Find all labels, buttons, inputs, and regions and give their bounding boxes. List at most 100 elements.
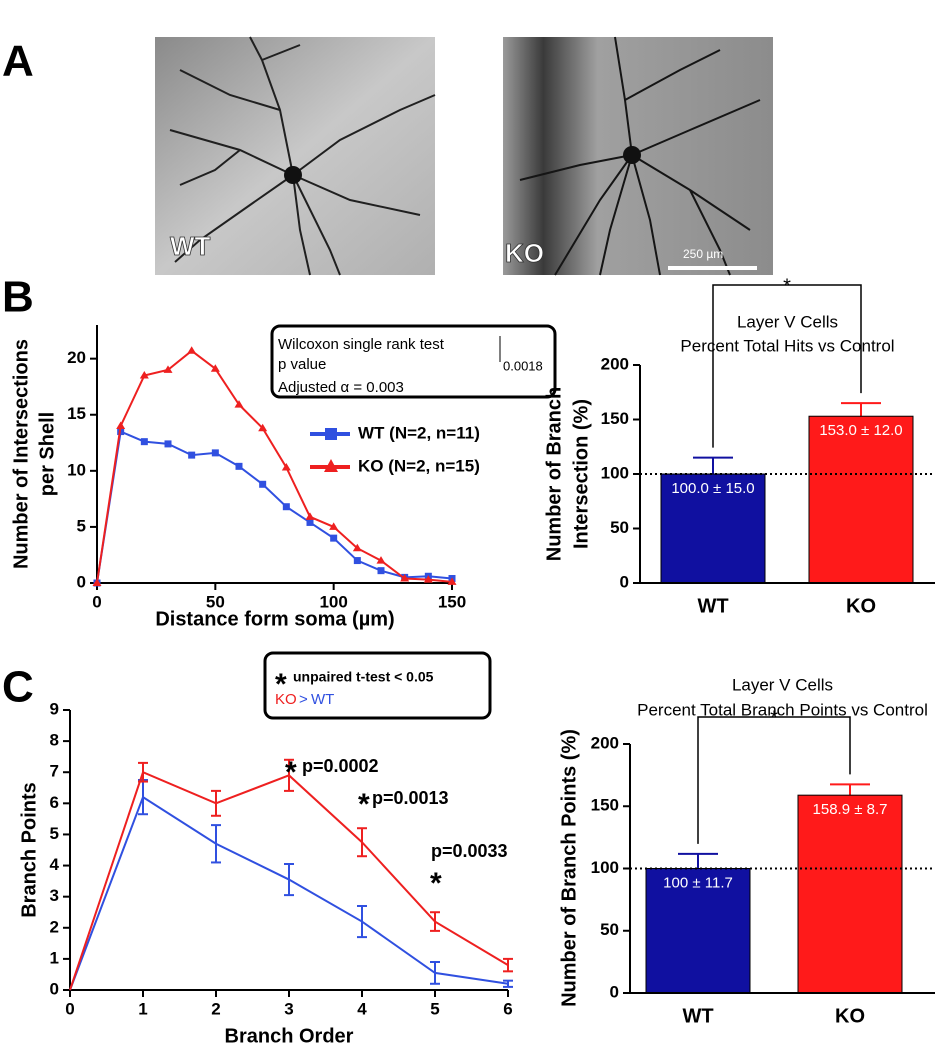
- value-label: 158.9 ± 8.7: [813, 801, 888, 818]
- y-tick-label: 100: [601, 463, 629, 482]
- y-tick-label: 0: [50, 979, 59, 998]
- x-tick-label: 5: [430, 999, 439, 1018]
- annotation-text: Wilcoxon single rank test: [278, 336, 445, 353]
- marker: [234, 400, 244, 408]
- marker: [281, 462, 291, 471]
- image-label: KO: [505, 238, 544, 268]
- marker: [188, 451, 196, 459]
- y-tick-label: 7: [50, 762, 59, 781]
- x-tick-label: 4: [357, 999, 367, 1018]
- y-tick-label: 9: [50, 699, 59, 718]
- marker: [447, 577, 457, 585]
- marker: [423, 575, 433, 583]
- marker: [353, 557, 361, 565]
- error-bar: [430, 961, 440, 985]
- marker: [400, 574, 410, 582]
- value-label: 100 ± 11.7: [663, 874, 733, 891]
- y-tick-label: 2: [50, 917, 59, 936]
- x-tick-label: 150: [438, 592, 466, 611]
- marker: [92, 578, 102, 586]
- legend-marker: [324, 459, 338, 472]
- y-tick-label: 200: [591, 733, 619, 752]
- bar: [645, 868, 751, 994]
- significance-bracket: [712, 284, 862, 448]
- annotation-box: [270, 324, 557, 399]
- annotation-comparison: >: [299, 691, 308, 708]
- y-tick-label: 8: [50, 731, 59, 750]
- x-tick-label: KO: [835, 1005, 865, 1027]
- marker: [376, 556, 386, 564]
- legend-label: KO (N=2, n=15): [358, 456, 480, 475]
- y-tick-label: 200: [601, 354, 629, 373]
- x-axis-label: Distance form soma (µm): [155, 608, 394, 630]
- y-tick-label: 15: [67, 404, 86, 423]
- significance-star: *: [783, 275, 791, 297]
- x-axis-label: Branch Order: [225, 1025, 354, 1047]
- value-label: 100.0 ± 15.0: [671, 480, 754, 497]
- series-line: [96, 349, 453, 584]
- error-bar: [678, 852, 718, 869]
- y-tick-label: 50: [600, 920, 619, 939]
- error-bar: [284, 863, 294, 897]
- marker: [282, 503, 290, 511]
- chart-title: Percent Total Branch Points vs Control: [637, 700, 928, 719]
- annotation-value: 0.0018: [503, 358, 543, 373]
- error-bar: [211, 789, 221, 817]
- chart-title: Percent Total Hits vs Control: [680, 336, 894, 355]
- marker: [329, 522, 339, 530]
- y-tick-label: 150: [601, 409, 629, 428]
- y-axis-label: per Shell: [36, 412, 58, 496]
- error-bar: [830, 783, 870, 796]
- y-axis-label: Number of Intersections: [10, 339, 32, 569]
- marker: [211, 449, 219, 457]
- annotation: p=0.0002: [302, 756, 379, 776]
- y-tick-label: 150: [591, 796, 619, 815]
- value-label: 153.0 ± 12.0: [819, 422, 902, 439]
- annotation-comparison: WT: [311, 691, 334, 708]
- scale-bar-label: 250 µm: [683, 247, 723, 261]
- error-bar: [211, 824, 221, 864]
- x-tick-label: WT: [697, 595, 728, 617]
- x-tick-label: KO: [846, 595, 876, 617]
- y-tick-label: 20: [67, 348, 86, 367]
- panel-label: B: [2, 273, 34, 322]
- annotation: p=0.0013: [372, 788, 449, 808]
- y-tick-label: 0: [610, 982, 619, 1001]
- panel-label: C: [2, 663, 34, 712]
- marker: [116, 421, 126, 429]
- y-axis-label: Number of Branch Points (%): [558, 729, 580, 1007]
- micrograph-ko: KO 250 µm: [503, 36, 773, 276]
- marker: [164, 440, 172, 448]
- bar: [808, 415, 914, 584]
- error-bar: [357, 905, 367, 939]
- image-label: WT: [170, 231, 211, 261]
- annotation: *: [358, 788, 370, 821]
- panel-label: A: [2, 37, 34, 86]
- annotation-box: [263, 651, 492, 720]
- y-tick-label: 0: [620, 572, 629, 591]
- annotation-comparison: KO: [275, 691, 297, 708]
- annotation-text: unpaired t-test < 0.05: [293, 669, 434, 685]
- significance-star: *: [770, 707, 778, 729]
- marker: [163, 365, 173, 373]
- marker: [259, 480, 267, 488]
- y-axis-label: Number of Branch: [543, 387, 565, 561]
- error-bar: [138, 761, 148, 783]
- error-bar: [841, 402, 881, 417]
- annotation: p=0.0033: [431, 841, 508, 861]
- y-tick-label: 10: [67, 460, 86, 479]
- marker: [306, 518, 314, 526]
- x-tick-label: 6: [503, 999, 512, 1018]
- x-tick-label: 100: [319, 592, 347, 611]
- marker: [187, 346, 197, 354]
- marker: [210, 364, 220, 372]
- error-bar: [503, 979, 513, 988]
- x-tick-label: 1: [138, 999, 147, 1018]
- annotation: *: [285, 756, 297, 789]
- x-tick-label: 3: [284, 999, 293, 1018]
- y-tick-label: 5: [77, 516, 86, 535]
- y-tick-label: 1: [50, 948, 59, 967]
- annotation: *: [430, 867, 442, 900]
- marker: [377, 567, 385, 575]
- bar: [660, 473, 766, 584]
